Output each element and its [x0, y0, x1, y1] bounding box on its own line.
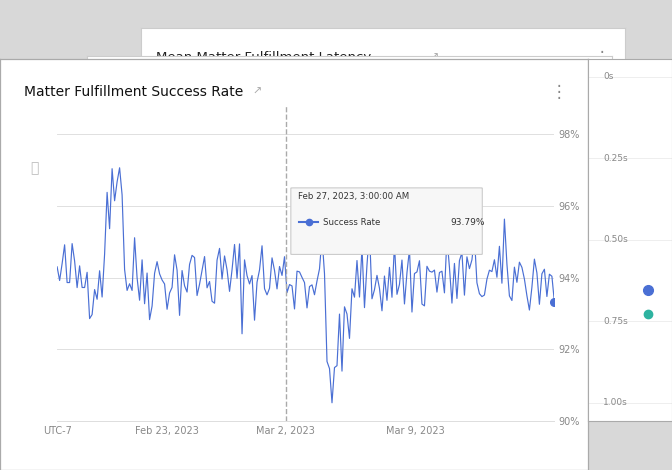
Text: 50k: 50k [620, 147, 636, 156]
Text: 0.75s: 0.75s [603, 317, 628, 326]
Text: Mean Matter Fulfillment Latency: Mean Matter Fulfillment Latency [156, 51, 371, 64]
Text: 93.79%: 93.79% [450, 218, 485, 227]
Text: 0.25s: 0.25s [603, 154, 628, 163]
Text: 100k: 100k [620, 218, 642, 227]
Text: 1.00s: 1.00s [603, 398, 628, 407]
Text: ↗: ↗ [253, 86, 262, 97]
Text: 0.50s: 0.50s [603, 235, 628, 244]
Text: ⓘ: ⓘ [30, 161, 38, 175]
Text: 25k: 25k [620, 111, 636, 120]
Text: Success Rate: Success Rate [323, 218, 380, 227]
Text: Feb 27, 2023, 3:00:00 AM: Feb 27, 2023, 3:00:00 AM [298, 192, 409, 201]
Text: ⋮: ⋮ [577, 74, 593, 92]
Text: ⋮: ⋮ [594, 49, 610, 67]
Text: Matter Execution Fulfillment - Device Type Breakdown: Matter Execution Fulfillment - Device Ty… [101, 77, 460, 90]
Text: 0s: 0s [603, 72, 614, 81]
FancyBboxPatch shape [291, 188, 482, 254]
Text: ↗: ↗ [465, 78, 474, 88]
Text: 75k: 75k [620, 182, 636, 191]
Text: ⋮: ⋮ [551, 83, 567, 101]
Text: Matter Fulfillment Success Rate: Matter Fulfillment Success Rate [24, 85, 243, 99]
Text: ↗: ↗ [429, 53, 438, 63]
Text: 0: 0 [620, 75, 625, 84]
